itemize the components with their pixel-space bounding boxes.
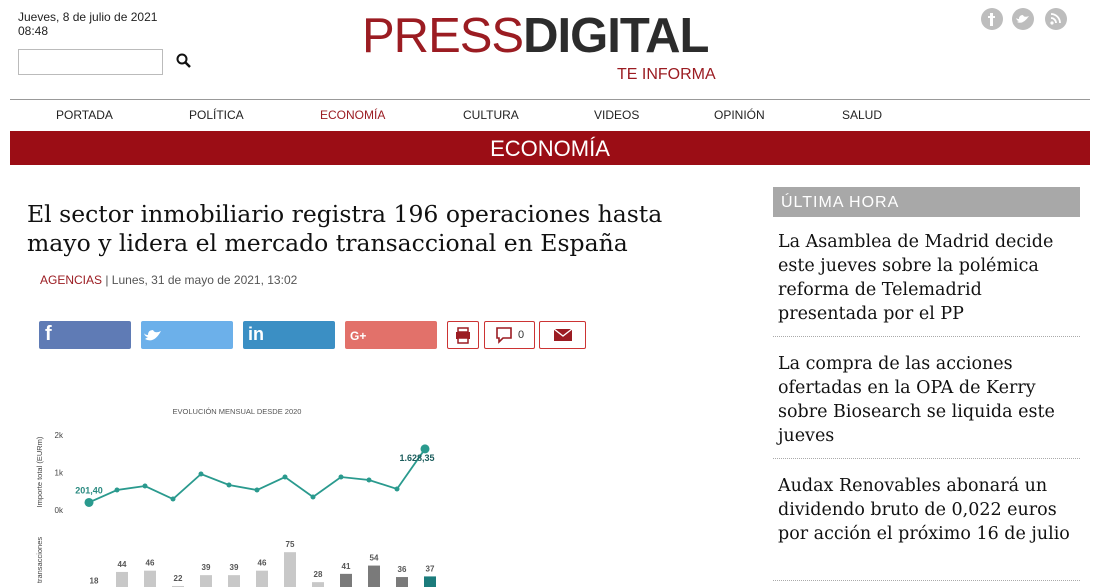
bar-label: 28: [314, 570, 323, 579]
bar: [396, 577, 408, 587]
gplus-glyph: G+: [350, 329, 367, 343]
byline: AGENCIAS | Lunes, 31 de mayo de 2021, 13…: [40, 273, 297, 287]
point: [310, 494, 316, 500]
nav-item[interactable]: POLÍTICA: [189, 108, 244, 122]
bar-label: 36: [398, 565, 407, 574]
sidebar-item[interactable]: La Asamblea de Madrid decide este jueves…: [778, 232, 1054, 324]
facebook-glyph: f: [45, 323, 52, 345]
bar: [340, 573, 352, 587]
article-date: | Lunes, 31 de mayo de 2021, 13:02: [105, 273, 298, 287]
point: [254, 487, 260, 493]
y-tick-label: 2k: [55, 431, 64, 440]
sidebar-title: ÚLTIMA HORA: [773, 187, 1080, 217]
print-button[interactable]: [447, 321, 479, 349]
y2-axis-label: transacciones: [35, 537, 44, 584]
value-label: 1.628,35: [399, 453, 434, 463]
bar: [312, 582, 324, 587]
y-axis-label: Importe total (EURm): [35, 436, 44, 507]
point: [170, 496, 176, 502]
bar-label: 39: [202, 563, 211, 572]
time: 08:48: [18, 24, 49, 38]
facebook-share[interactable]: f: [39, 321, 131, 349]
nav-item[interactable]: VIDEOS: [594, 108, 640, 122]
nav-item[interactable]: CULTURA: [463, 108, 519, 122]
bar: [200, 575, 212, 587]
point: [366, 477, 372, 483]
bar-label: 46: [258, 559, 267, 568]
source[interactable]: AGENCIAS: [40, 273, 103, 287]
bar-label: 44: [118, 560, 127, 569]
bar: [284, 552, 296, 587]
chart-title: EVOLUCIÓN MENSUAL DESDE 2020: [173, 407, 302, 416]
linkedin-share[interactable]: in: [243, 321, 335, 349]
nav-rule: [10, 99, 1090, 100]
tagline: TE INFORMA: [617, 66, 716, 83]
point: [84, 497, 94, 507]
logo-press: PRESS: [362, 9, 524, 63]
point: [226, 482, 232, 488]
bar: [116, 571, 128, 587]
bar-label: 46: [146, 559, 155, 568]
article-title: El sector inmobiliario registra 196 oper…: [27, 200, 663, 257]
bar-label: 75: [286, 540, 295, 549]
point: [198, 471, 204, 477]
bar: [424, 576, 436, 587]
social-icons: [981, 8, 1067, 30]
bar: [228, 575, 240, 587]
search-icon[interactable]: [176, 53, 192, 69]
bar: [368, 565, 380, 587]
bar-label: 41: [342, 562, 351, 571]
bar: [144, 570, 156, 587]
separator: [773, 580, 1080, 581]
date-block: Jueves, 8 de julio de 2021 08:48: [18, 10, 157, 38]
bar-label: 39: [230, 563, 239, 572]
point: [338, 474, 344, 480]
mail-button[interactable]: [539, 321, 586, 349]
gplus-share[interactable]: G+: [345, 321, 437, 349]
bar: [256, 570, 268, 587]
nav-item[interactable]: OPINIÓN: [714, 108, 765, 122]
twitter-glyph: [144, 330, 161, 341]
logo[interactable]: PRESSDIGITAL: [362, 8, 709, 64]
comment-count: 0: [518, 329, 525, 341]
comments-button[interactable]: 0: [484, 321, 535, 349]
sidebar-item[interactable]: La compra de las acciones ofertadas en l…: [778, 354, 1055, 446]
section-banner: ECONOMÍA: [10, 131, 1090, 165]
rss-icon[interactable]: [1045, 8, 1067, 30]
nav-item[interactable]: PORTADA: [56, 108, 113, 122]
nav-item[interactable]: ECONOMÍA: [320, 108, 386, 122]
infographic: EVOLUCIÓN MENSUAL DESDE 2020 Importe tot…: [35, 407, 436, 587]
date: Jueves, 8 de julio de 2021: [18, 10, 158, 24]
nav-item[interactable]: SALUD: [842, 108, 883, 122]
logo-digital: DIGITAL: [523, 9, 709, 63]
point: [114, 487, 120, 493]
twitter-share[interactable]: [141, 321, 233, 349]
bar-label: 54: [370, 554, 379, 563]
y-tick-label: 0k: [55, 506, 64, 515]
point: [142, 483, 148, 489]
search-input[interactable]: [18, 49, 163, 75]
value-label: 201,40: [75, 485, 103, 495]
point: [282, 474, 288, 480]
bar-label: 22: [174, 574, 183, 583]
bar-label: 18: [90, 577, 99, 586]
separator: [773, 336, 1080, 337]
line: [88, 448, 426, 504]
bar: [172, 585, 184, 587]
separator: [773, 458, 1080, 459]
sidebar-item[interactable]: Audax Renovables abonará un dividendo br…: [778, 476, 1070, 544]
point: [394, 486, 400, 492]
bar-label: 37: [426, 564, 435, 573]
linkedin-glyph: in: [248, 324, 264, 344]
y-tick-label: 1k: [55, 469, 64, 478]
point: [420, 444, 430, 454]
